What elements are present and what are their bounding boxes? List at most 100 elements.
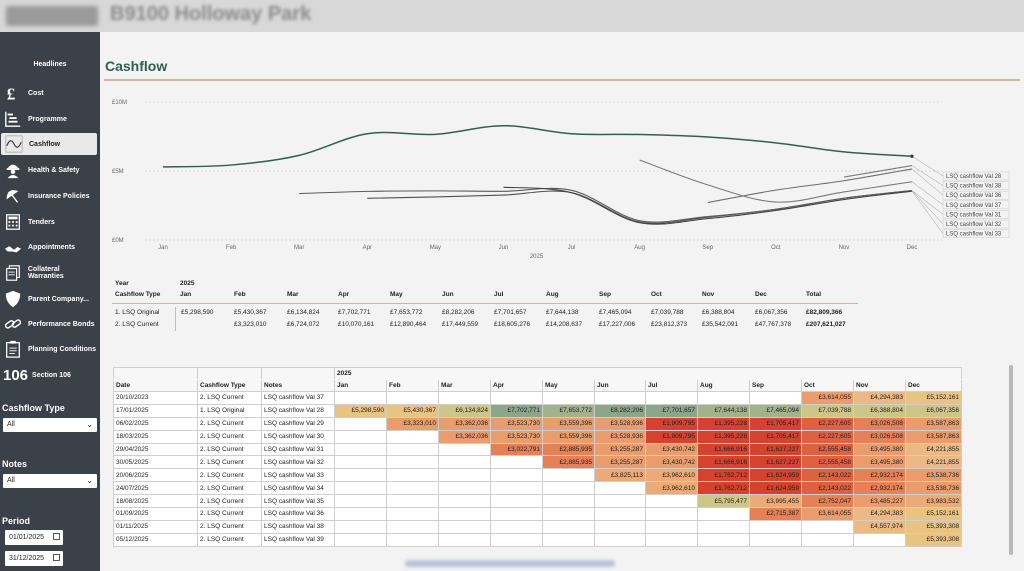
legend-item-box xyxy=(942,171,1010,181)
sidebar-heading-headlines[interactable]: Headlines xyxy=(33,61,67,68)
value-cell: £3,022,791 xyxy=(490,442,543,457)
summary-cell: £14,208,637 xyxy=(546,321,583,328)
value-cell xyxy=(697,519,750,534)
sidebar-item-cost[interactable]: £ Cost xyxy=(0,82,97,104)
table-row[interactable]: 17/01/2025 1. LSQ Original LSQ cashflow Va… xyxy=(113,403,963,418)
value-cell: £3,528,936 xyxy=(594,416,646,431)
sidebar-item-cashflow[interactable]: Cashflow xyxy=(1,133,97,155)
table-row[interactable]: 06/02/2025 2. LSQ Current LSQ cashflow Val… xyxy=(113,416,963,431)
month-column-header: Jun xyxy=(594,379,646,392)
table-row[interactable]: 18/08/2025 2. LSQ Current LSQ cashflow Val… xyxy=(113,494,963,509)
value-cell: £3,614,055 xyxy=(801,507,854,521)
summary-cell: £5,430,367 xyxy=(234,309,267,316)
x-tick-label: Aug xyxy=(634,245,645,251)
value-cell xyxy=(594,481,646,496)
cashflow-type-cell: 2. LSQ Current xyxy=(197,481,262,496)
value-cell: £2,885,935 xyxy=(542,442,595,457)
sidebar-item-insurance-policies[interactable]: Insurance Policies xyxy=(0,185,97,207)
value-cell xyxy=(542,507,595,521)
sidebar-item-section-106[interactable]: 106 Section 106 xyxy=(0,364,97,386)
summary-cell: £17,227,006 xyxy=(599,321,636,328)
month-column-header: Jul xyxy=(645,379,698,392)
cashflow-type-select[interactable]: All ⌄ xyxy=(3,418,97,432)
value-cell: £3,995,455 xyxy=(749,494,802,509)
value-cell xyxy=(386,429,439,444)
month-column-header: Apr xyxy=(490,379,543,392)
value-cell: £3,362,036 xyxy=(438,429,491,444)
x-tick-label: Dec xyxy=(907,245,918,251)
summary-cell: £35,542,091 xyxy=(702,321,739,328)
table-scrollbar[interactable] xyxy=(1009,365,1013,555)
cashflow-type-column-header: Cashflow Type xyxy=(197,379,262,392)
notes-cell: LSQ cashflow Val 29 xyxy=(261,416,335,431)
summary-month-header: Jul xyxy=(494,291,504,298)
value-cell: £3,538,736 xyxy=(904,481,963,496)
sidebar-item-label: Programme xyxy=(28,115,67,123)
sidebar-item-health-safety[interactable]: Health & Safety xyxy=(0,159,97,181)
summary-cell: £10,070,161 xyxy=(338,321,375,328)
value-cell: £1,909,795 xyxy=(645,416,698,431)
sidebar-item-tenders[interactable]: Tenders xyxy=(0,211,97,233)
footer-link[interactable] xyxy=(405,560,615,567)
sidebar-item-parent-company[interactable]: Parent Company... xyxy=(0,288,97,310)
table-row[interactable]: 01/09/2025 2. LSQ Current LSQ cashflow Val… xyxy=(113,507,963,521)
table-row[interactable]: 05/12/2025 2. LSQ Current LSQ cashflow Val… xyxy=(113,532,963,547)
value-cell xyxy=(594,494,646,509)
summary-month-header: Feb xyxy=(234,291,246,298)
period-end-input[interactable]: 31/12/2025 xyxy=(5,551,63,566)
legend-label: LSQ cashflow Val 31 xyxy=(946,212,1002,218)
table-row[interactable]: 18/03/2025 2. LSQ Current LSQ cashflow Val… xyxy=(113,429,963,444)
table-row[interactable]: 29/04/2025 2. LSQ Current LSQ cashflow Val… xyxy=(113,442,963,457)
sidebar-item-planning-conditions[interactable]: Planning Conditions xyxy=(0,338,97,360)
x-tick-label: Oct xyxy=(771,245,781,251)
value-cell xyxy=(386,532,439,547)
value-cell: £6,067,356 xyxy=(904,403,963,418)
gantt-icon xyxy=(3,109,23,129)
value-cell: £6,388,804 xyxy=(853,403,906,418)
calendar-icon[interactable] xyxy=(53,554,60,561)
calendar-icon[interactable] xyxy=(53,533,60,540)
sidebar-item-appointments[interactable]: Appointments xyxy=(0,236,97,258)
table-row[interactable]: 30/05/2025 2. LSQ Current LSQ cashflow Val… xyxy=(113,455,963,470)
summary-cell: £6,724,072 xyxy=(287,321,320,328)
summary-type-label: Cashflow Type xyxy=(115,291,161,298)
value-cell: £3,495,380 xyxy=(853,442,906,457)
value-cell: £3,962,610 xyxy=(645,481,698,496)
sidebar-item-collateral-warranties[interactable]: Collateral Warranties xyxy=(0,262,97,284)
project-title: B9100 Holloway Park xyxy=(110,3,312,25)
value-cell: £3,587,863 xyxy=(904,429,963,444)
section-106-number: 106 xyxy=(3,366,29,384)
sidebar-item-performance-bonds[interactable]: Performance Bonds xyxy=(0,313,97,335)
table-row[interactable]: 20/06/2025 2. LSQ Current LSQ cashflow Val… xyxy=(113,468,963,483)
month-column-header: Feb xyxy=(386,379,439,392)
table-row[interactable]: 01/11/2025 2. LSQ Current LSQ cashflow Val… xyxy=(113,519,963,534)
value-cell xyxy=(438,391,491,405)
value-cell: £2,143,022 xyxy=(801,481,854,496)
summary-cell: £5,298,590 xyxy=(181,309,214,316)
summary-cell: £23,812,373 xyxy=(651,321,688,328)
month-column-header: May xyxy=(542,379,595,392)
value-cell xyxy=(594,532,646,547)
sidebar-item-programme[interactable]: Programme xyxy=(0,108,97,130)
value-cell: £2,885,935 xyxy=(542,455,595,470)
table-row[interactable]: 24/07/2025 2. LSQ Current LSQ cashflow Val… xyxy=(113,481,963,496)
chevron-down-icon: ⌄ xyxy=(86,420,93,429)
table-row[interactable]: 20/10/2023 2. LSQ Current LSQ cashflow Val… xyxy=(113,391,963,405)
pound-icon: £ xyxy=(3,83,23,103)
value-cell xyxy=(490,532,543,547)
cashflow-type-filter-label: Cashflow Type xyxy=(2,403,65,413)
date-cell: 18/08/2025 xyxy=(113,494,198,509)
series-line xyxy=(299,187,913,223)
value-cell xyxy=(594,391,646,405)
notes-select[interactable]: All ⌄ xyxy=(3,474,97,488)
value-cell: £3,255,287 xyxy=(594,455,646,470)
legend-label: LSQ cashflow Val 37 xyxy=(946,203,1002,209)
value-cell xyxy=(386,519,439,534)
notes-cell: LSQ cashflow Val 30 xyxy=(261,429,335,444)
value-cell: £1,762,712 xyxy=(697,481,750,496)
value-cell xyxy=(334,481,387,496)
date-cell: 18/03/2025 xyxy=(113,429,198,444)
period-start-input[interactable]: 01/01/2025 xyxy=(5,530,63,545)
value-cell: £5,393,308 xyxy=(904,532,963,547)
cashflow-type-cell: 2. LSQ Current xyxy=(197,468,262,483)
